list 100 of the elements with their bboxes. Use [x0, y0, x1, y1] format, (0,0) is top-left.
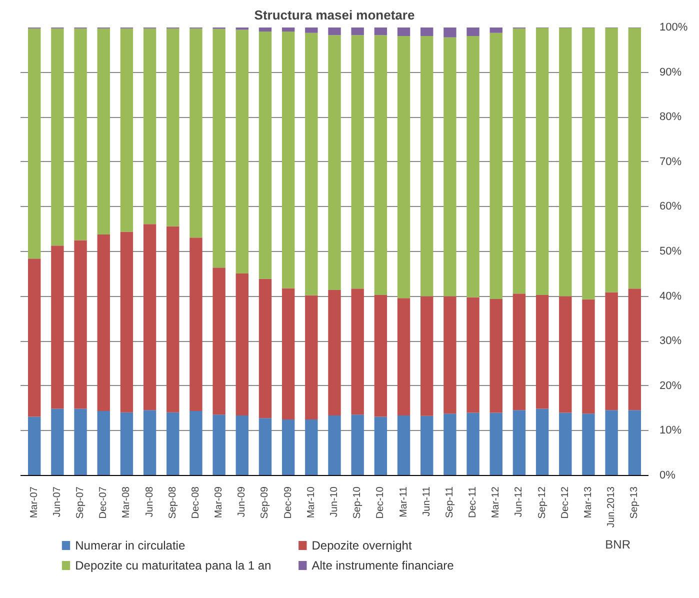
bar — [74, 28, 87, 240]
x-tick-label: Dec-10 — [375, 486, 386, 519]
y-tick-label: 50% — [660, 246, 682, 258]
bar — [559, 28, 572, 296]
bar — [466, 28, 480, 36]
x-tick-label: Dec-12 — [560, 486, 571, 519]
bar — [236, 30, 248, 274]
x-tick-label: Jun-09 — [236, 486, 248, 518]
bar — [120, 232, 134, 412]
bar — [143, 28, 156, 224]
x-tick-label: Dec-07 — [98, 486, 110, 519]
bar — [420, 36, 434, 296]
y-tick-label: 80% — [660, 111, 682, 124]
x-tick-label: Jun-12 — [514, 486, 525, 518]
bar — [258, 28, 272, 32]
bar — [258, 32, 272, 279]
bar — [559, 412, 572, 476]
bar — [305, 28, 318, 33]
bar — [258, 418, 272, 476]
bar — [351, 288, 364, 415]
x-tick-label: Sep-07 — [75, 486, 86, 519]
bar — [120, 28, 134, 232]
bar — [190, 238, 202, 411]
bar — [166, 28, 180, 226]
bar — [397, 36, 410, 298]
bar — [143, 410, 156, 476]
x-tick-label: Sep-09 — [260, 486, 271, 519]
y-tick-label: 10% — [660, 424, 682, 437]
bar — [374, 28, 388, 36]
bar — [374, 416, 388, 476]
bar — [351, 28, 364, 36]
bar — [512, 410, 526, 476]
x-tick-label: Jun-11 — [421, 486, 432, 516]
bar — [236, 415, 248, 476]
bar — [628, 410, 641, 476]
bar — [51, 408, 64, 476]
bar — [628, 28, 641, 289]
text: BNR — [605, 538, 631, 552]
bar — [559, 296, 572, 413]
x-tick-label: Sep-13 — [629, 486, 640, 519]
x-tick-label: Mar-08 — [121, 486, 132, 518]
bar — [444, 37, 456, 296]
bar — [282, 288, 295, 420]
y-tick-label: 100% — [660, 22, 688, 34]
x-tick-label: Dec-11 — [468, 486, 479, 518]
y-tick-label: 30% — [660, 335, 682, 348]
bar — [490, 32, 502, 299]
bar — [51, 246, 64, 409]
bar — [282, 420, 295, 476]
bar — [536, 408, 549, 476]
x-tick-label: Jun.2013 — [606, 486, 618, 528]
bar — [466, 412, 480, 476]
bar — [490, 298, 502, 413]
bar — [305, 32, 318, 296]
bar — [166, 412, 180, 476]
bar — [536, 28, 549, 295]
x-tick-label: Mar-09 — [214, 486, 225, 518]
bar — [351, 35, 364, 289]
x-tick-label: Mar-12 — [490, 486, 502, 518]
x-tick-label: Sep-10 — [352, 486, 364, 519]
bar — [305, 295, 318, 420]
bar — [328, 35, 341, 290]
bar — [166, 226, 180, 412]
x-tick-label: Jun-10 — [329, 486, 340, 518]
y-tick-label: 70% — [660, 156, 682, 168]
y-tick-label: 40% — [660, 290, 682, 302]
x-tick-label: Mar-11 — [398, 486, 410, 518]
bar — [605, 28, 618, 292]
x-tick-label: Jun-07 — [52, 486, 63, 518]
bar — [397, 298, 410, 416]
bar — [212, 268, 226, 415]
bar — [420, 416, 434, 476]
y-tick-label: 0% — [660, 470, 676, 482]
bar — [28, 416, 41, 476]
bar — [212, 28, 226, 268]
legend-label: Numerar in circulatie — [75, 538, 186, 552]
bar — [143, 224, 156, 410]
bar — [605, 410, 618, 476]
x-tick-label: Mar-10 — [306, 486, 317, 518]
bar — [466, 297, 480, 413]
bar — [444, 296, 456, 414]
bar — [328, 28, 341, 36]
x-tick-label: Jun-08 — [144, 486, 156, 518]
bar — [97, 28, 110, 234]
bar — [420, 28, 434, 36]
y-tick-label: 60% — [660, 200, 682, 213]
bar — [444, 28, 456, 38]
y-tick-label: 90% — [660, 66, 682, 78]
bar — [282, 28, 295, 32]
bar — [444, 414, 456, 476]
bar — [582, 299, 595, 414]
bar — [351, 414, 364, 476]
x-tick-label: Sep-11 — [444, 486, 456, 518]
x-tick-label: Mar-07 — [28, 486, 40, 518]
bar — [466, 36, 480, 298]
bar — [420, 296, 434, 416]
bar — [536, 294, 549, 409]
bar — [28, 28, 41, 259]
bar — [120, 412, 134, 476]
bar — [74, 408, 87, 476]
